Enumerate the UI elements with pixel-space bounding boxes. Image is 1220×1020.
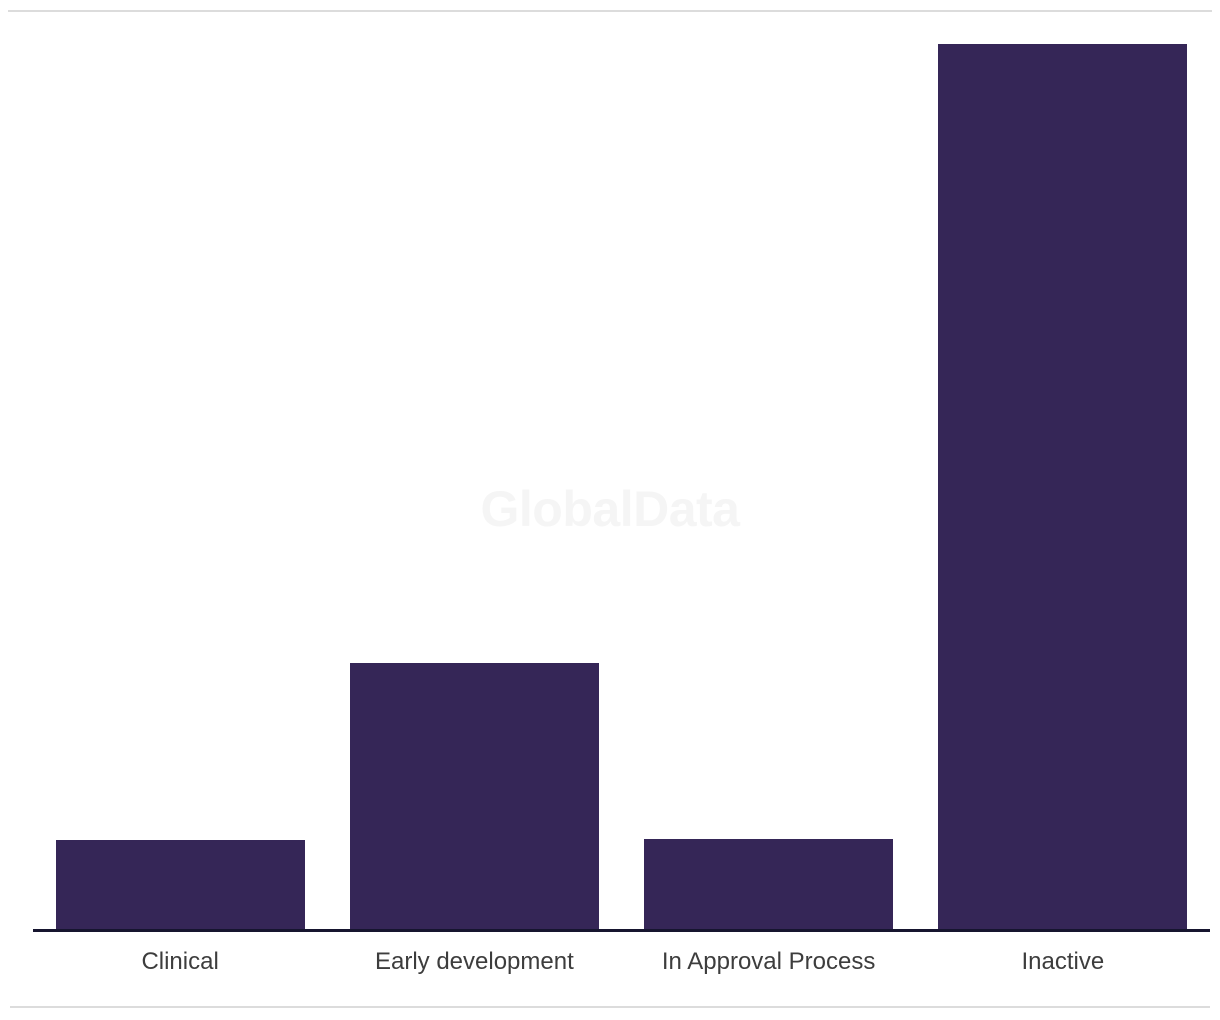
bar-in-approval-process[interactable] [644, 839, 894, 929]
x-axis-labels: Clinical Early development In Approval P… [33, 947, 1210, 977]
bottom-divider-line [10, 1006, 1210, 1008]
x-axis-label-in-approval-process: In Approval Process [661, 948, 876, 975]
bar-early-development[interactable] [349, 663, 599, 929]
bar-clinical[interactable] [55, 840, 305, 929]
bar-inactive[interactable] [938, 44, 1188, 929]
bar-slot-in-approval-process [622, 43, 916, 929]
x-axis-label-clinical: Clinical [141, 948, 219, 975]
x-axis-label-early-development: Early development [374, 948, 574, 975]
bar-slot-clinical [33, 43, 327, 929]
x-axis-line [33, 929, 1210, 932]
top-divider-line [8, 10, 1212, 12]
bar-slot-early-development [327, 43, 621, 929]
plot-area [33, 43, 1210, 929]
bar-slot-inactive [916, 43, 1210, 929]
x-axis-label-inactive: Inactive [1021, 948, 1105, 975]
